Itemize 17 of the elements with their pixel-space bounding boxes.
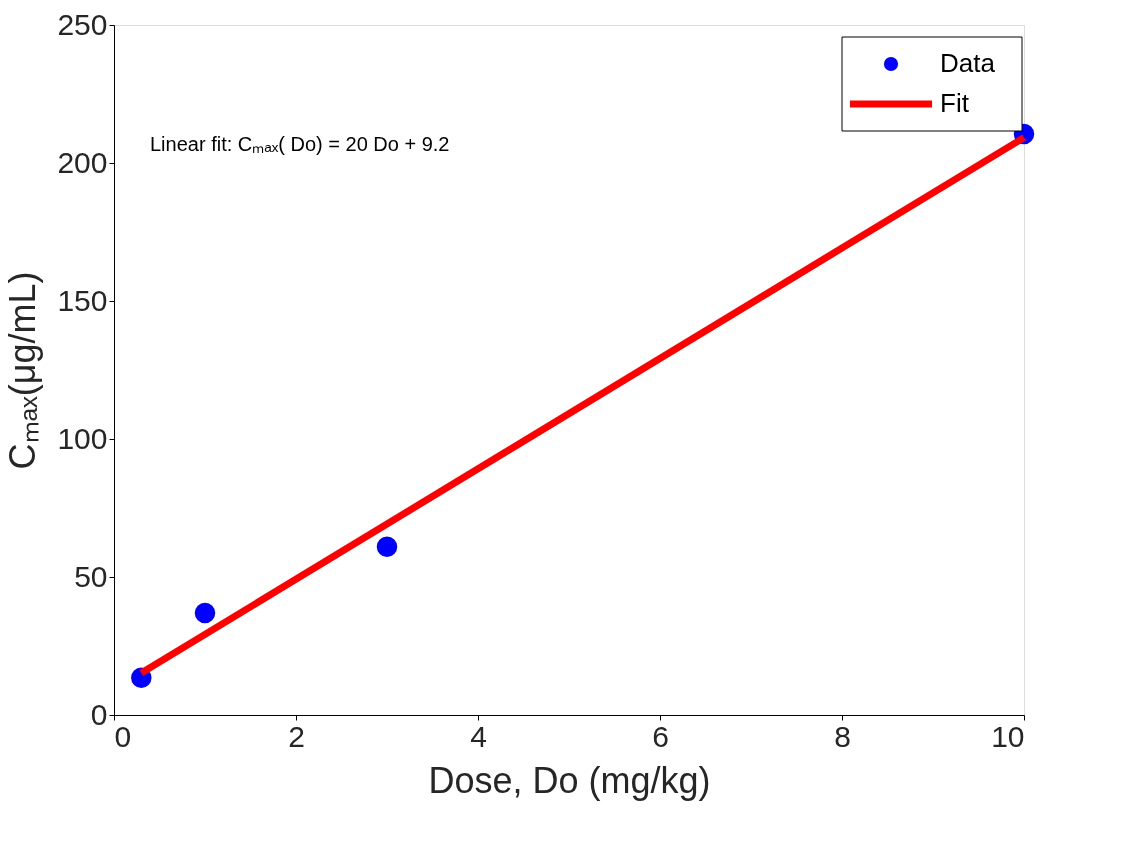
y-axis-title: Cₘₐₓ(μg/mL) — [2, 271, 44, 470]
y-tick-label: 150 — [57, 283, 108, 317]
x-tick-label: 6 — [652, 719, 669, 753]
x-tick-label: 2 — [288, 719, 305, 753]
x-tick-label: 0 — [114, 719, 132, 753]
y-tick-label: 200 — [57, 145, 108, 179]
x-tick-label: 8 — [834, 719, 851, 753]
x-axis-title: Dose, Do (mg/kg) — [428, 759, 711, 801]
x-tick-label: 10 — [991, 719, 1025, 753]
y-tick-label: 50 — [74, 559, 108, 593]
y-tick-label: 100 — [57, 421, 108, 455]
legend-label: Data — [940, 48, 996, 78]
x-tick-label: 4 — [470, 719, 487, 753]
y-tick-label: 250 — [57, 7, 108, 41]
y-tick-label: 0 — [90, 697, 108, 731]
legend-label: Fit — [940, 88, 970, 118]
annotation: Linear fit: Cₘₐₓ( Do) = 20 Do + 9.2 — [150, 133, 450, 155]
